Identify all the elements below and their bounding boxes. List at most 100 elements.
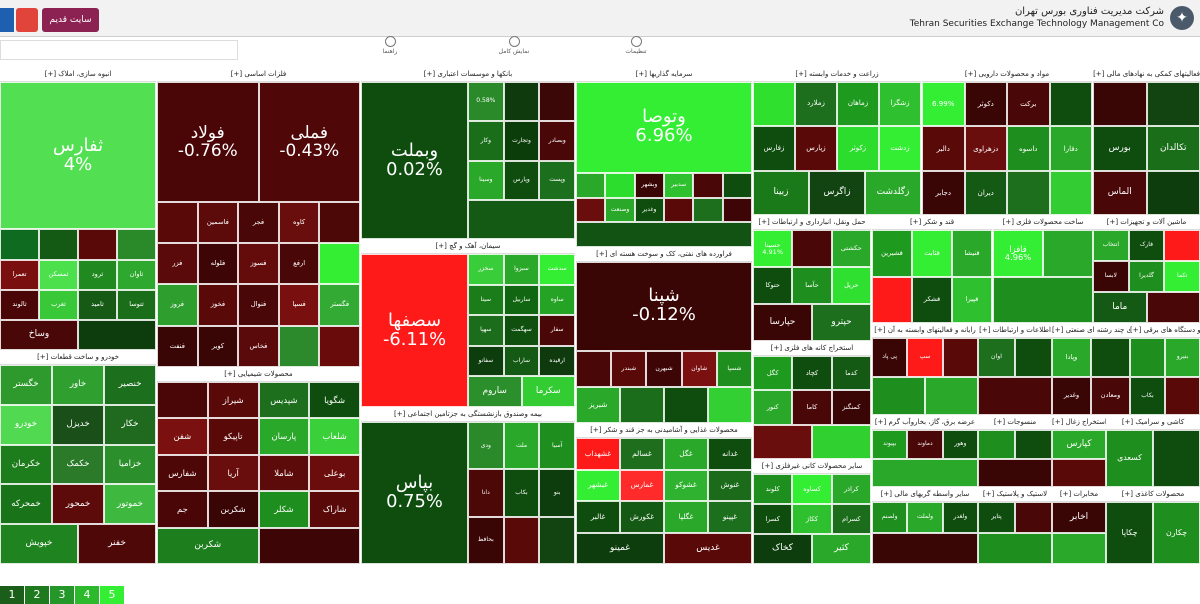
stock-tile[interactable] — [812, 424, 871, 459]
stock-tile[interactable] — [1165, 376, 1200, 415]
stock-tile[interactable] — [78, 319, 156, 350]
fullscreen-button[interactable]: نمایش کامل — [484, 36, 544, 56]
stock-tile[interactable]: کگل — [753, 356, 793, 391]
stock-tile[interactable]: وهور — [942, 430, 978, 459]
stock-tile[interactable]: فگستر — [319, 284, 360, 326]
sector-title[interactable]: [+] ماشین آلات و تجهیزات — [1093, 215, 1200, 230]
stock-tile[interactable]: ساراب — [503, 345, 540, 377]
stock-tile[interactable]: خموتور — [104, 484, 156, 525]
stock-tile[interactable] — [319, 243, 360, 285]
stock-tile[interactable] — [539, 82, 575, 122]
stock-tile[interactable]: غشوکو — [664, 469, 708, 501]
stock-tile[interactable]: غمینو — [576, 532, 664, 564]
stock-tile[interactable] — [1015, 430, 1052, 459]
sector-title[interactable]: [+] قند و شکر — [872, 215, 992, 230]
stock-tile[interactable]: فسوز — [238, 243, 279, 285]
stock-tile[interactable]: بنیرو — [1165, 338, 1200, 377]
stock-tile[interactable]: ثاوان — [117, 259, 156, 290]
stock-tile[interactable] — [605, 172, 635, 198]
stock-tile[interactable]: بحافظ — [468, 516, 504, 564]
stock-tile[interactable]: کپارس — [1052, 430, 1106, 459]
stock-tile[interactable] — [157, 201, 198, 243]
stock-tile[interactable]: غکورش — [620, 501, 664, 533]
stock-tile[interactable]: شلعاب — [309, 418, 360, 455]
stock-tile[interactable]: ثتوسا — [117, 289, 156, 320]
sector-title[interactable]: [+] فراورده های نفتی، کک و سوخت هسته ای — [576, 247, 752, 262]
stock-tile[interactable]: کخاک — [753, 534, 812, 564]
stock-tile[interactable]: خودرو — [0, 404, 52, 445]
stock-tile[interactable] — [664, 197, 694, 223]
stock-tile[interactable]: شبندر — [611, 350, 647, 387]
stock-tile[interactable]: فجر — [238, 201, 279, 243]
stock-tile[interactable]: وپست — [539, 160, 575, 200]
stock-tile[interactable] — [117, 229, 156, 260]
stock-tile[interactable] — [1052, 458, 1106, 487]
stock-tile[interactable]: ملت — [503, 422, 540, 470]
sector-title[interactable]: [+] سایر واسطه گریهای مالی — [872, 487, 978, 502]
sector-title[interactable]: [+] محصولات کاغذی — [1106, 487, 1200, 502]
stock-tile[interactable]: برکت — [1007, 82, 1050, 127]
stock-tile[interactable]: دجابر — [922, 170, 965, 215]
stock-tile[interactable]: فروز — [157, 284, 198, 326]
stock-tile[interactable] — [978, 458, 1052, 487]
stock-tile[interactable]: لابسا — [1093, 261, 1129, 292]
stock-tile[interactable]: زفارس — [753, 126, 795, 171]
stock-tile[interactable]: سکرما — [521, 376, 575, 407]
stock-tile[interactable]: سدبیر — [664, 172, 694, 198]
stock-tile[interactable] — [1043, 230, 1093, 277]
stock-tile[interactable]: اخابر — [1052, 502, 1106, 533]
stock-tile[interactable]: سدشت — [539, 254, 575, 285]
stock-tile[interactable]: کمنگنز — [831, 390, 871, 425]
stock-tile[interactable]: خنصیر — [104, 365, 156, 405]
sector-title[interactable]: [+] لاستیک و پلاستیک — [978, 487, 1052, 502]
stock-tile[interactable] — [1146, 292, 1200, 323]
stock-tile[interactable]: فاسمین — [197, 201, 239, 243]
stock-tile[interactable]: چکارن — [1153, 502, 1200, 564]
stock-tile[interactable]: شاملا — [258, 454, 310, 492]
stock-tile[interactable]: وبصادر — [539, 121, 575, 161]
stock-tile[interactable]: قنیشا — [952, 230, 992, 277]
stock-tile[interactable] — [576, 222, 752, 247]
stock-tile[interactable]: الماس — [1093, 170, 1147, 215]
stock-tile[interactable]: ولغدر — [942, 502, 978, 533]
stock-tile[interactable]: سپ — [907, 338, 943, 377]
stock-tile[interactable]: قشیرین — [872, 230, 912, 277]
stock-tile[interactable]: حریل — [831, 267, 871, 304]
stock-tile[interactable] — [872, 458, 978, 487]
stock-tile[interactable] — [792, 230, 832, 267]
stock-tile[interactable] — [693, 172, 723, 198]
stock-tile[interactable]: خدیزل — [52, 404, 104, 445]
stock-tile[interactable] — [753, 82, 795, 127]
stock-tile[interactable]: شکربن — [207, 491, 259, 528]
stock-tile[interactable]: حپترو — [812, 304, 871, 341]
stock-tile[interactable]: دالبر — [922, 126, 965, 171]
stock-tile[interactable]: فنوال — [238, 284, 279, 326]
stock-tile[interactable]: سفار — [539, 315, 575, 346]
stock-tile[interactable]: سصفها -6.11% — [361, 254, 468, 407]
sector-title[interactable]: [+] مخابرات — [1052, 487, 1106, 502]
stock-tile[interactable]: پی پاد — [872, 338, 908, 377]
stock-tile[interactable]: وسینا — [468, 160, 504, 200]
stock-tile[interactable]: غالبر — [576, 501, 620, 533]
stock-tile[interactable] — [503, 516, 540, 564]
sector-title[interactable]: [+] انبوه سازی، املاک — [0, 67, 156, 82]
sector-title[interactable]: [+] استخراج زغال — [1052, 415, 1106, 430]
stock-tile[interactable]: وتوصا 6.96% — [576, 82, 752, 173]
stock-tile[interactable]: غگلپا — [664, 501, 708, 533]
stock-tile[interactable] — [993, 276, 1093, 323]
stock-tile[interactable] — [0, 229, 39, 260]
stock-tile[interactable]: بورس — [1093, 126, 1147, 171]
stock-tile[interactable]: سینا — [468, 284, 504, 316]
stock-tile[interactable] — [1153, 430, 1200, 487]
stock-tile[interactable]: سبزوا — [503, 254, 540, 285]
stock-tile[interactable]: انتخاب — [1093, 230, 1129, 261]
stock-tile[interactable]: شکلر — [258, 491, 310, 528]
stock-tile[interactable]: فنفت — [157, 325, 198, 367]
stock-tile[interactable]: شسپا — [716, 350, 752, 387]
stock-tile[interactable]: فولاد -0.76% — [157, 82, 259, 202]
stock-tile[interactable]: ثامید — [78, 289, 117, 320]
stock-tile[interactable]: ککاژ — [792, 504, 832, 534]
stock-tile[interactable]: خپویش — [0, 524, 78, 564]
stock-tile[interactable]: تکما — [1164, 261, 1200, 292]
stock-tile[interactable]: دکوثر — [964, 82, 1007, 127]
